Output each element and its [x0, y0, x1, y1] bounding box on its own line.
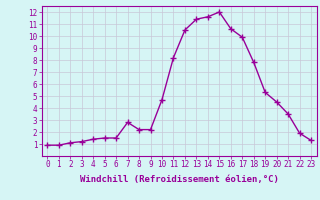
- X-axis label: Windchill (Refroidissement éolien,°C): Windchill (Refroidissement éolien,°C): [80, 175, 279, 184]
